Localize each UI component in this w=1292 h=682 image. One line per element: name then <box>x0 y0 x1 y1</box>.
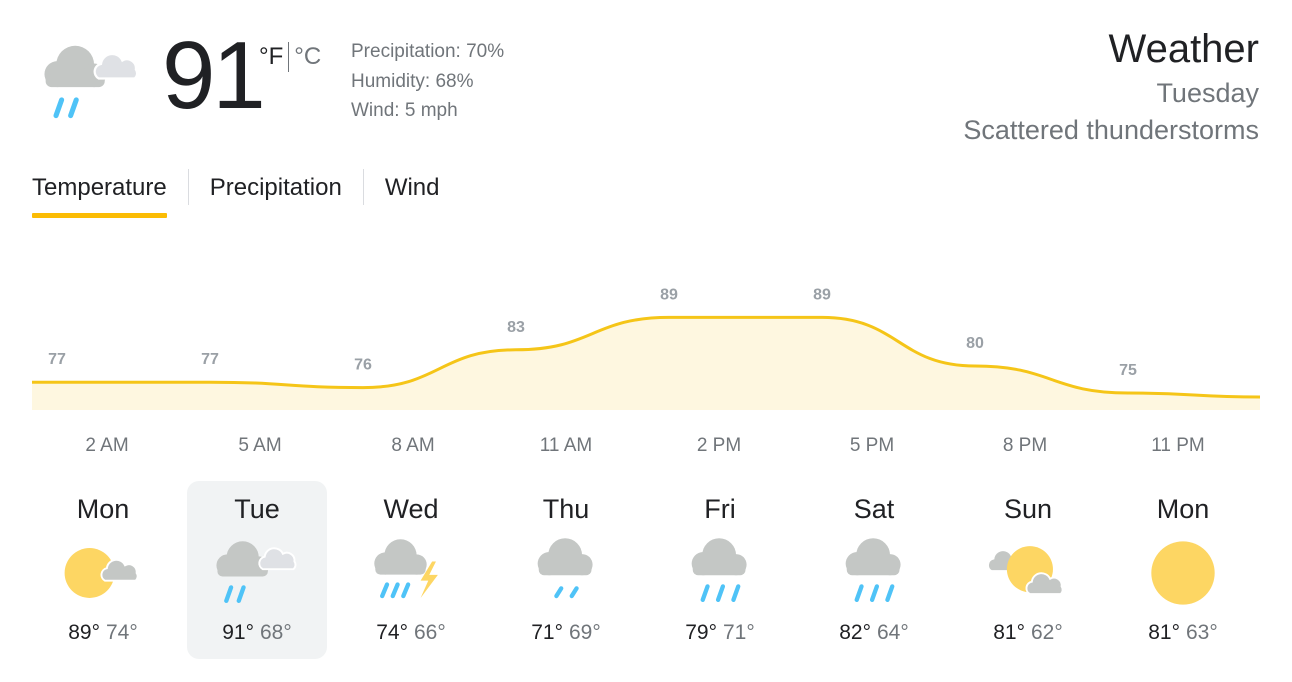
low-temp: 71° <box>723 621 755 644</box>
unit-toggle: °F °C <box>259 42 321 72</box>
humidity-text: Humidity: 68% <box>351 70 474 92</box>
partly-sunny-icon <box>64 548 139 598</box>
sunny-icon <box>1151 541 1215 605</box>
chart-data-label: 89 <box>813 286 831 303</box>
day-forecast-sun[interactable]: Sun 81° 62° <box>958 481 1098 659</box>
day-name: Thu <box>542 494 590 524</box>
rain-icon <box>845 538 901 603</box>
time-label: 11 AM <box>539 435 593 456</box>
chart-data-label: 89 <box>660 286 678 303</box>
time-label: 8 PM <box>1002 435 1048 456</box>
high-temp: 74° <box>376 621 408 644</box>
day-temps: 82° 64° <box>804 620 944 646</box>
wind-text: Wind: 5 mph <box>351 100 458 121</box>
chart-data-label: 75 <box>1119 362 1137 379</box>
day-forecast-sat[interactable]: Sat 82° 64° <box>804 481 944 659</box>
low-temp: 63° <box>1186 621 1218 644</box>
day-forecast-mon-next[interactable]: Mon 81° 63° <box>1113 481 1253 659</box>
high-temp: 71° <box>531 621 563 644</box>
low-temp: 74° <box>106 621 138 644</box>
tab-wind[interactable]: Wind <box>384 174 440 201</box>
celsius-toggle[interactable]: °C <box>294 43 322 70</box>
day-temps: 79° 71° <box>650 620 790 646</box>
time-label: 8 AM <box>391 435 435 456</box>
day-temps: 91° 68° <box>187 620 327 646</box>
tab-bar: Temperature Precipitation Wind <box>32 166 440 222</box>
day-name: Sat <box>853 494 895 524</box>
time-label: 2 PM <box>696 435 742 456</box>
time-label: 11 PM <box>1151 435 1205 456</box>
condition-label: Scattered thunderstorms <box>963 115 1259 145</box>
chart-data-label: 77 <box>48 351 66 368</box>
day-name: Mon <box>1156 494 1210 524</box>
thunderstorm-icon <box>374 539 438 599</box>
day-name: Tue <box>234 494 280 524</box>
rain-cloudy-icon <box>44 45 139 119</box>
fahrenheit-toggle[interactable]: °F <box>259 43 284 70</box>
chart-data-label: 77 <box>201 351 219 368</box>
chart-area-fill <box>32 317 1260 410</box>
temperature-chart: 77 77 76 83 89 89 80 75 <box>32 286 1261 410</box>
day-name: Fri <box>704 494 736 524</box>
day-temps: 74° 66° <box>341 620 481 646</box>
high-temp: 81° <box>1148 621 1180 644</box>
low-temp: 68° <box>260 621 292 644</box>
time-label: 5 PM <box>849 435 895 456</box>
day-forecast-fri[interactable]: Fri 79° 71° <box>650 481 790 659</box>
high-temp: 82° <box>839 621 871 644</box>
high-temp: 81° <box>993 621 1025 644</box>
day-temps: 89° 74° <box>33 620 173 646</box>
current-temperature: 91 <box>162 22 266 129</box>
rain-icon <box>691 538 747 603</box>
unit-divider <box>288 42 290 72</box>
current-details: Precipitation: 70% Humidity: 68% Wind: 5… <box>351 37 504 126</box>
low-temp: 66° <box>414 621 446 644</box>
day-name: Mon <box>76 494 130 524</box>
widget-title: Weather <box>1108 27 1259 71</box>
day-temps: 81° 62° <box>958 620 1098 646</box>
low-temp: 62° <box>1031 621 1063 644</box>
day-forecast-tue[interactable]: Tue 91° 68° <box>187 481 327 659</box>
rain-cloudy-icon <box>216 541 297 603</box>
chart-data-label: 76 <box>354 357 372 374</box>
high-temp: 89° <box>68 621 100 644</box>
day-name: Wed <box>383 494 439 524</box>
tab-temperature[interactable]: Temperature <box>32 166 167 218</box>
high-temp: 91° <box>222 621 254 644</box>
low-temp: 69° <box>569 621 601 644</box>
day-temps: 71° 69° <box>496 620 636 646</box>
chart-series-line <box>32 315 1261 399</box>
tab-divider <box>362 169 364 205</box>
tab-divider <box>187 169 189 205</box>
day-forecast-wed[interactable]: Wed 74° 66° <box>341 481 481 659</box>
selected-day-label: Tuesday <box>1156 78 1259 108</box>
day-forecast-thu[interactable]: Thu 71° 69° <box>496 481 636 659</box>
day-name: Sun <box>1003 494 1053 524</box>
low-temp: 64° <box>877 621 909 644</box>
day-temps: 81° 63° <box>1113 620 1253 646</box>
mostly-cloudy-sun-icon <box>987 546 1064 596</box>
chart-data-label: 80 <box>966 335 984 352</box>
time-label: 5 AM <box>238 435 282 456</box>
tab-precipitation[interactable]: Precipitation <box>209 174 342 201</box>
light-rain-icon <box>537 538 593 599</box>
chart-data-label: 83 <box>507 319 525 336</box>
precipitation-text: Precipitation: 70% <box>351 41 505 62</box>
time-label: 2 AM <box>85 435 129 456</box>
high-temp: 79° <box>685 621 717 644</box>
day-forecast-mon[interactable]: Mon 89° 74° <box>33 481 173 659</box>
